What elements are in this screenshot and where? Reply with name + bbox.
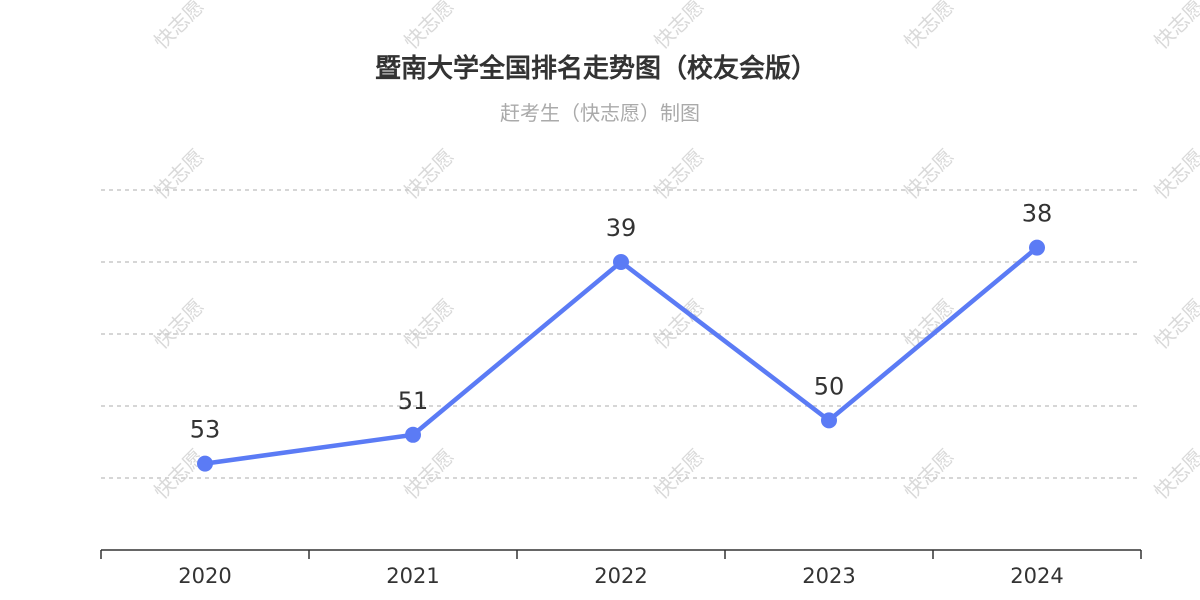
x-axis: 2020 2021 2022 2023 2024 xyxy=(100,549,1142,588)
x-tick-label-2022: 2022 xyxy=(594,564,647,588)
watermark-text: 快志愿 xyxy=(149,144,208,203)
watermark-text: 快志愿 xyxy=(649,144,708,203)
watermark-text: 快志愿 xyxy=(399,444,458,503)
data-point-2022[interactable] xyxy=(613,254,629,270)
watermark-text: 快志愿 xyxy=(899,0,958,54)
data-point-2023[interactable] xyxy=(821,412,837,429)
x-tick-label-2021: 2021 xyxy=(386,564,439,588)
data-point-2021[interactable] xyxy=(405,426,421,443)
series-polyline xyxy=(204,245,1039,466)
data-label-2020: 53 xyxy=(190,416,221,444)
watermark-text: 快志愿 xyxy=(399,294,458,353)
watermark-text: 快志愿 xyxy=(649,0,708,54)
watermark-text: 快志愿 xyxy=(899,294,958,353)
data-label-2023: 50 xyxy=(814,372,845,400)
data-point-2024[interactable] xyxy=(1029,239,1045,256)
x-tick-label-2020: 2020 xyxy=(178,564,231,588)
x-tick-label-2023: 2023 xyxy=(802,564,855,588)
data-label-2021: 51 xyxy=(398,387,429,415)
watermark-text: 快志愿 xyxy=(1149,294,1200,353)
watermark-text: 快志愿 xyxy=(649,444,708,503)
watermark-text: 快志愿 xyxy=(1149,0,1200,54)
x-tick-label-2024: 2024 xyxy=(1010,564,1063,588)
chart-title: 暨南大学全国排名走势图（校友会版） xyxy=(375,53,817,84)
watermark-text: 快志愿 xyxy=(1149,144,1200,203)
watermark-text: 快志愿 xyxy=(149,294,208,353)
data-labels: 53 51 39 50 38 xyxy=(190,200,1053,444)
watermark-text: 快志愿 xyxy=(149,0,208,54)
watermark-text: 快志愿 xyxy=(149,444,208,503)
watermark-text: 快志愿 xyxy=(399,0,458,54)
watermark-text: 快志愿 xyxy=(399,144,458,203)
data-label-2022: 39 xyxy=(606,214,637,242)
data-point-2020[interactable] xyxy=(197,455,213,472)
watermark-text: 快志愿 xyxy=(899,444,958,503)
data-label-2024: 38 xyxy=(1022,200,1053,228)
watermark-text: 快志愿 xyxy=(899,144,958,203)
chart-subtitle: 赶考生（快志愿）制图 xyxy=(500,101,700,125)
series-line xyxy=(197,239,1045,472)
watermark-text: 快志愿 xyxy=(1149,444,1200,503)
